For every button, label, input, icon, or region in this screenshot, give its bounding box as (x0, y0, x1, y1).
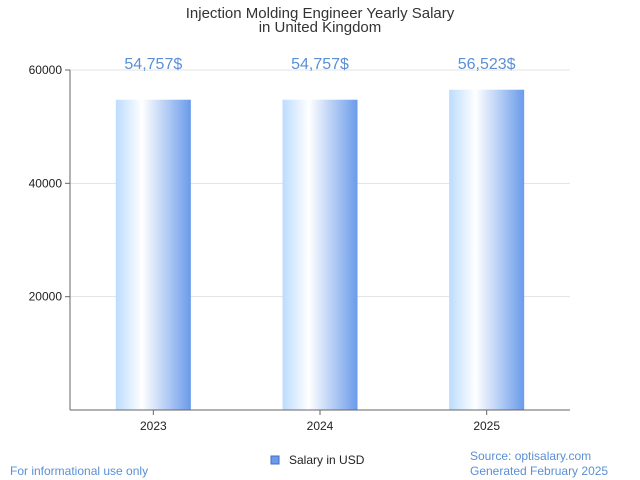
legend-swatch (270, 455, 280, 465)
bars (115, 89, 525, 411)
legend: Salary in USD (270, 453, 365, 467)
bar-2024 (282, 99, 358, 411)
x-tick-label-2023: 2023 (140, 419, 167, 433)
footer-source: Source: optisalary.com (470, 449, 591, 463)
x-tick-label-2025: 2025 (473, 419, 500, 433)
data-label-2025: 56,523$ (458, 56, 516, 73)
x-axis-ticks: 2023 2024 2025 (140, 410, 500, 433)
y-tick-label-60000: 60000 (29, 63, 63, 77)
footer-generated: Generated February 2025 (470, 464, 608, 478)
data-label-2024: 54,757$ (291, 56, 349, 73)
legend-label: Salary in USD (289, 453, 365, 467)
data-labels: 54,757$ 54,757$ 56,523$ (124, 56, 515, 73)
y-tick-label-20000: 20000 (29, 290, 63, 304)
y-axis-ticks: 20000 40000 60000 (29, 63, 70, 304)
chart-title-line-2: in United Kingdom (259, 19, 382, 36)
data-label-2023: 54,757$ (124, 56, 182, 73)
x-tick-label-2024: 2024 (307, 419, 334, 433)
y-tick-label-40000: 40000 (29, 176, 63, 190)
bar-2023 (115, 99, 191, 411)
bar-2025 (449, 89, 525, 410)
chart-title-line-1: Injection Molding Engineer Yearly Salary (186, 5, 455, 22)
footer-disclaimer: For informational use only (10, 464, 148, 478)
